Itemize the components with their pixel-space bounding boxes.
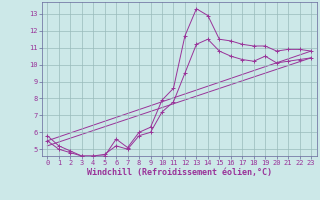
X-axis label: Windchill (Refroidissement éolien,°C): Windchill (Refroidissement éolien,°C) [87, 168, 272, 177]
